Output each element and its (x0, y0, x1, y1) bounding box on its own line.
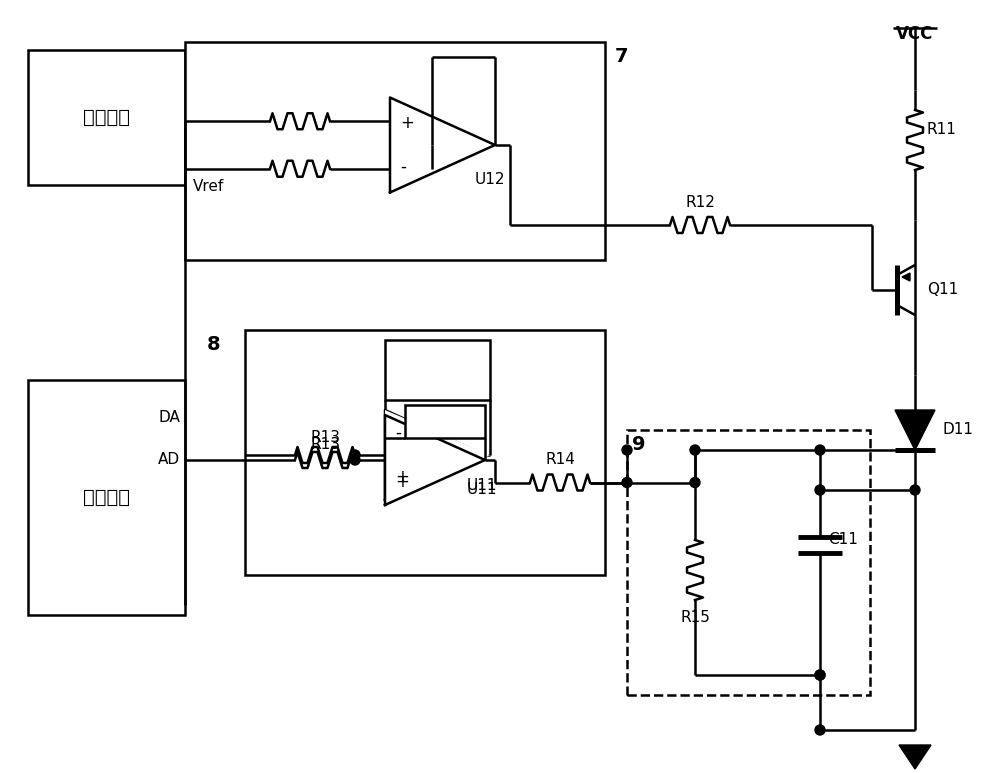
Polygon shape (902, 273, 910, 281)
Text: 7: 7 (615, 47, 629, 66)
Text: U11: U11 (467, 482, 498, 498)
FancyBboxPatch shape (185, 42, 605, 260)
Text: +: + (395, 473, 409, 491)
Text: -: - (395, 429, 401, 447)
FancyBboxPatch shape (245, 330, 605, 575)
FancyBboxPatch shape (28, 380, 185, 615)
Circle shape (622, 478, 632, 488)
Circle shape (815, 670, 825, 680)
Polygon shape (899, 745, 931, 769)
Text: D11: D11 (943, 423, 974, 438)
Text: R13: R13 (310, 430, 340, 445)
Text: 电流采样: 电流采样 (83, 108, 130, 127)
Polygon shape (895, 410, 935, 450)
Text: DA: DA (158, 410, 180, 425)
Circle shape (350, 455, 360, 465)
Text: R11: R11 (927, 122, 957, 138)
Text: R13: R13 (310, 437, 340, 452)
Text: -: - (400, 158, 406, 176)
Circle shape (690, 478, 700, 488)
Text: U12: U12 (475, 172, 506, 188)
Text: Vref: Vref (193, 179, 224, 194)
Text: 8: 8 (206, 335, 220, 354)
Circle shape (815, 725, 825, 735)
Circle shape (815, 485, 825, 495)
Text: VCC: VCC (896, 25, 934, 43)
Text: 9: 9 (632, 435, 646, 454)
Circle shape (910, 485, 920, 495)
Text: R15: R15 (680, 610, 710, 625)
Circle shape (815, 670, 825, 680)
Text: U11: U11 (467, 478, 498, 492)
FancyBboxPatch shape (28, 50, 185, 185)
FancyBboxPatch shape (627, 430, 870, 695)
FancyBboxPatch shape (385, 340, 490, 400)
Circle shape (690, 445, 700, 455)
Circle shape (815, 445, 825, 455)
Text: Q11: Q11 (927, 282, 958, 298)
Text: -: - (395, 424, 401, 442)
Text: R14: R14 (545, 452, 575, 468)
Circle shape (350, 450, 360, 460)
Text: AD: AD (158, 452, 180, 468)
Text: +: + (400, 114, 414, 132)
FancyBboxPatch shape (405, 405, 485, 438)
Text: 微处理器: 微处理器 (83, 488, 130, 507)
Text: C11: C11 (828, 533, 858, 547)
Text: +: + (395, 468, 409, 486)
Text: R12: R12 (685, 195, 715, 210)
Polygon shape (385, 410, 490, 510)
Circle shape (622, 445, 632, 455)
